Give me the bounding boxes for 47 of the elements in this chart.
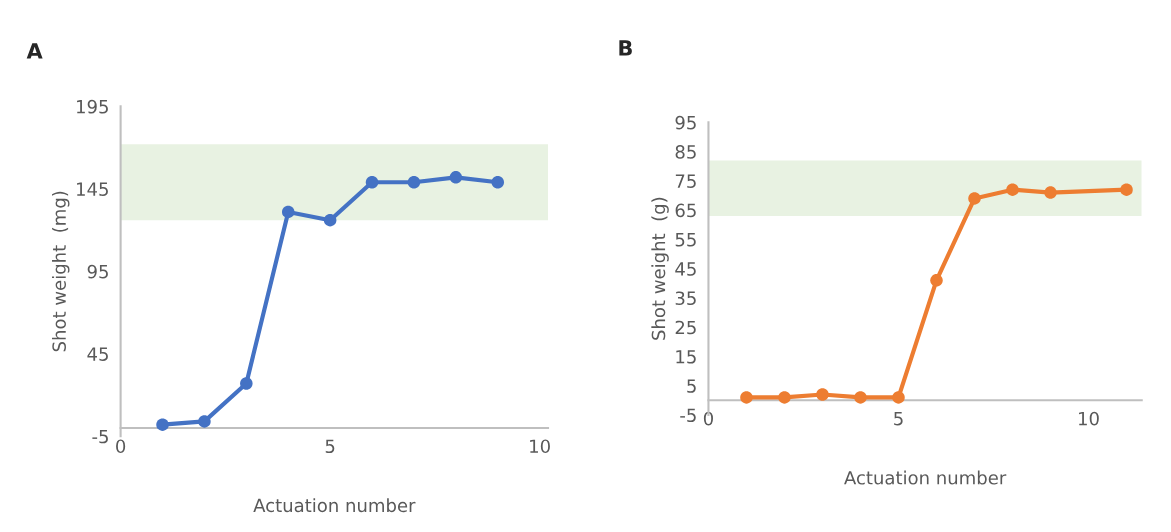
point [365,176,379,189]
point [449,171,463,184]
x-tick-label: 10 [1079,411,1099,426]
point [281,205,295,219]
x-tick-label: 0 [703,411,713,426]
x-axis-title: Actuation number [844,470,1007,485]
point [491,176,504,189]
point [156,418,169,431]
point [740,391,753,404]
x-tick-label: 0 [116,439,126,454]
x-axis-title: Actuation number [253,498,416,513]
point [407,176,421,189]
chart-title: A [26,43,43,59]
x-tick-label: 10 [530,439,550,454]
y-tick-label: 15 [676,350,696,364]
y-tick-label: 195 [77,99,108,114]
y-tick-label: 95 [87,264,108,279]
point [240,377,253,390]
point [968,192,981,205]
point [1120,183,1133,196]
y-tick-label: 55 [675,233,696,247]
y-tick-label: -5 [680,408,696,423]
y-tick-label: 145 [77,182,108,196]
point [1006,183,1019,196]
y-tick-label: 35 [675,291,696,306]
y-tick-label: 85 [675,145,696,159]
point [778,391,791,404]
x-tick-label: 5 [325,439,335,454]
y-tick-label: 45 [675,262,696,276]
point [892,391,905,404]
y-tick-label: 65 [675,203,696,218]
y-tick-label: 45 [87,347,108,361]
point [198,415,211,428]
point [930,274,943,287]
x-tick-label: 5 [894,412,903,426]
point [323,213,337,227]
chart-title: B [619,40,632,56]
y-tick-label: 75 [675,174,696,188]
y-tick-label: -5 [92,429,108,444]
point [1044,186,1057,199]
y-axis-title: Shot weight (g) [651,197,669,340]
y-axis-title: Shot weight (mg) [52,191,70,352]
y-tick-label: 95 [675,115,696,130]
point [816,388,829,401]
y-tick-label: 5 [687,379,696,393]
y-tick-label: 25 [675,320,696,335]
point [854,391,867,404]
